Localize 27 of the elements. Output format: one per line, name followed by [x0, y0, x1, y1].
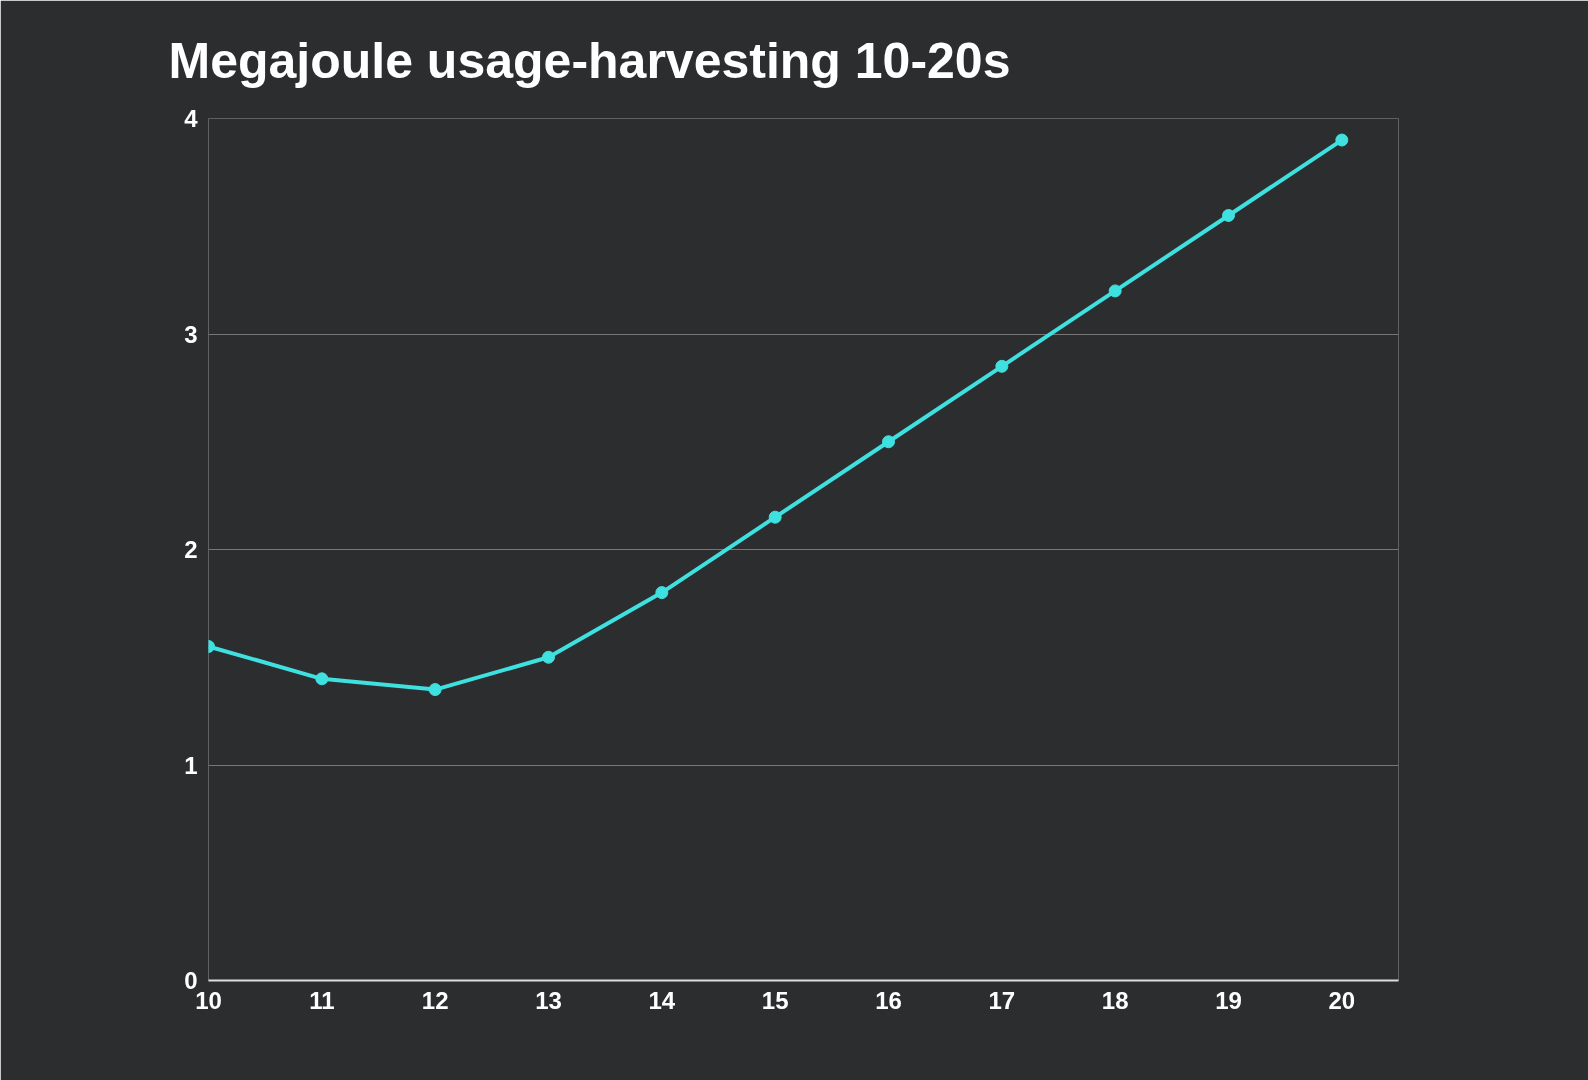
y-tick-label: 4 — [184, 105, 199, 132]
x-tick-label: 10 — [195, 986, 222, 1014]
x-tick-label: 19 — [1215, 986, 1242, 1014]
point — [655, 586, 669, 600]
y-tick-label: 2 — [184, 536, 198, 563]
point — [882, 435, 895, 449]
x-tick-label: 18 — [1101, 986, 1129, 1014]
point — [995, 359, 1009, 373]
y-tick-label: 1 — [184, 751, 198, 779]
x-tick-label: 15 — [761, 986, 789, 1014]
x-tick-label: 16 — [875, 986, 902, 1014]
x-tick-label: 12 — [421, 986, 449, 1014]
chart-title: Megajoule usage-harvesting 10-20s — [168, 32, 1011, 89]
y-tick-label: 3 — [184, 320, 198, 348]
point — [428, 683, 442, 697]
point — [315, 672, 329, 686]
x-tick-label: 20 — [1328, 986, 1356, 1014]
x-tick-label: 13 — [535, 986, 562, 1014]
x-tick-label: 14 — [648, 986, 676, 1014]
point — [1335, 133, 1349, 147]
point — [1222, 208, 1235, 222]
x-tick-label: 17 — [988, 986, 1016, 1014]
point — [542, 650, 555, 664]
point — [1108, 284, 1122, 298]
x-tick-label: 11 — [309, 986, 335, 1014]
point — [768, 510, 782, 524]
y-tick-label: 0 — [184, 967, 198, 994]
